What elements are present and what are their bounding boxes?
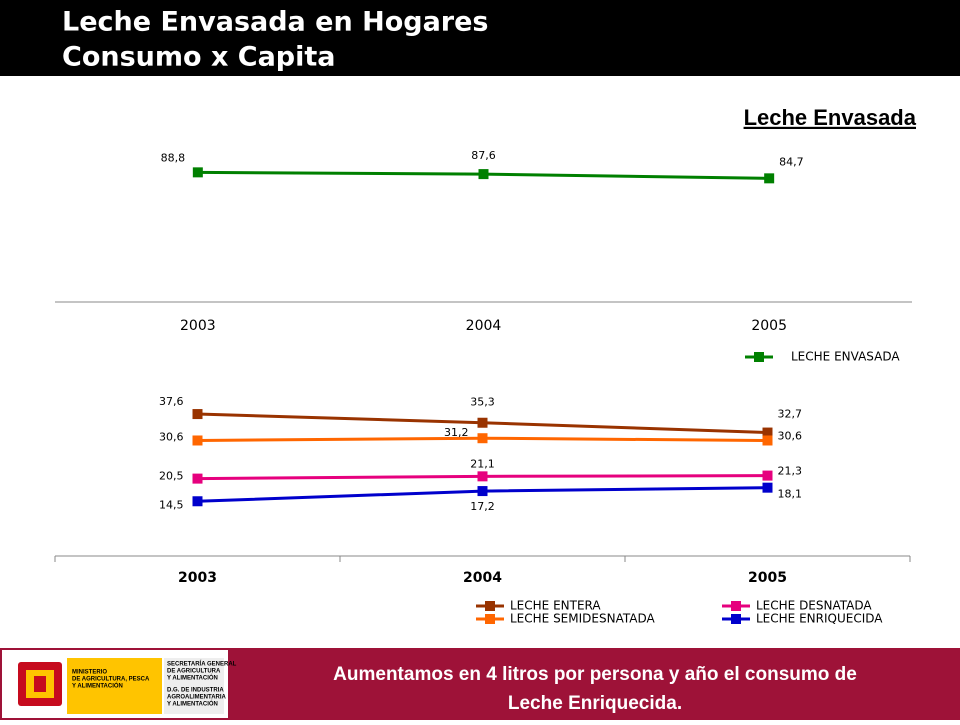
x-tick-label: 2004 [463,570,502,586]
marker [192,435,203,446]
marker [477,486,488,497]
legend-marker [731,601,741,611]
legend-label: LECHE SEMIDESNATADA [510,612,655,626]
data-label: 30,6 [778,429,803,442]
data-label: 14,5 [159,498,184,511]
logo-text: DE AGRICULTURA [167,669,221,675]
data-label: 32,7 [778,408,803,421]
logo-text: D.G. DE INDUSTRIA [167,688,224,694]
data-label: 30,6 [159,430,184,443]
marker [762,435,773,446]
marker [192,496,203,507]
title: Consumo x Capita [62,42,336,73]
x-tick-label: 2004 [466,318,502,334]
marker [477,471,488,482]
legend-label: LECHE DESNATADA [756,599,872,613]
data-label: 37,6 [159,395,184,408]
data-label: 35,3 [470,396,495,409]
header-band [0,0,960,76]
logo-text: MINISTERIO [72,670,107,676]
title: Leche Envasada en Hogares [62,7,489,38]
marker [477,417,488,428]
legend-marker [731,614,741,624]
x-tick-label: 2003 [180,318,216,334]
marker [762,482,773,493]
logo-emblem [18,662,62,706]
logo-yellow [67,658,162,714]
data-label: 87,6 [471,149,496,162]
marker [764,173,775,184]
legend-marker [754,352,764,362]
data-label: 84,7 [779,155,804,168]
data-label: 17,2 [470,500,495,513]
subtitle: Leche Envasada [744,105,917,130]
marker [762,470,773,481]
legend-label: LECHE ENRIQUECIDA [756,612,883,626]
logo-text: Y ALIMENTACIÓN [167,674,218,682]
marker [478,169,489,180]
logo-grey [164,658,224,714]
logo-text: Y ALIMENTACIÓN [72,682,123,690]
data-label: 21,1 [470,457,495,470]
data-label: 18,1 [778,488,803,501]
data-label: 21,3 [778,465,803,478]
logo-text: AGROALIMENTARIA [167,695,227,701]
logo-text: Y ALIMENTACIÓN [167,700,218,708]
data-label: 20,5 [159,470,184,483]
marker [192,167,203,178]
data-label: 31,2 [444,426,469,439]
marker [192,409,203,420]
footer-message: Aumentamos en 4 litros por persona y año… [333,664,857,685]
logo-text: DE AGRICULTURA, PESCA [72,677,150,683]
logo-text: SECRETARÍA GENERAL [167,660,237,668]
x-tick-label: 2003 [178,570,217,586]
marker [762,427,773,438]
marker [477,433,488,444]
data-label: 88,8 [161,151,186,164]
x-tick-label: 2005 [748,570,787,586]
x-tick-label: 2005 [751,318,787,334]
legend-label: LECHE ENTERA [510,599,601,613]
legend-label: LECHE ENVASADA [791,350,900,364]
footer-message: Leche Enriquecida. [508,693,682,714]
legend-marker [485,601,495,611]
legend-marker [485,614,495,624]
marker [192,473,203,484]
